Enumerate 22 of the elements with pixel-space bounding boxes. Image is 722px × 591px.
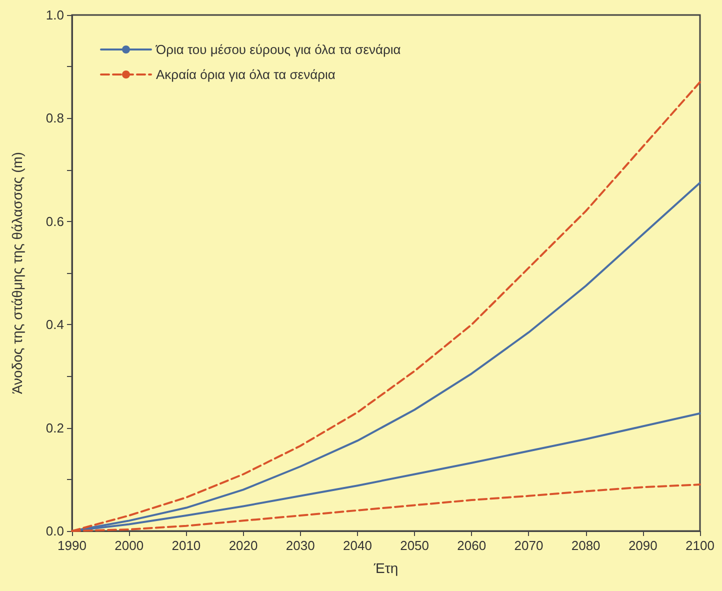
y-tick-label: 0.4 — [46, 317, 64, 332]
x-tick-label: 2000 — [114, 538, 144, 553]
x-tick-label: 2050 — [400, 538, 430, 553]
y-tick-label: 0.2 — [46, 420, 64, 436]
y-tick-label: 0.6 — [46, 214, 64, 229]
x-tick-label: 2030 — [286, 538, 315, 553]
x-tick-label: 2100 — [686, 538, 714, 553]
y-tick-label: 0.0 — [46, 524, 64, 538]
legend-label: Όρια του μέσου εύρους για όλα τα σενάρια — [155, 42, 402, 57]
x-tick-label: 2070 — [514, 538, 544, 553]
x-tick-label: 2080 — [571, 538, 600, 553]
legend-label: Ακραία όρια για όλα τα σενάρια — [156, 67, 336, 82]
x-axis-title: Έτη — [372, 560, 398, 576]
x-tick-label: 2090 — [628, 538, 658, 553]
x-tick-label: 2060 — [457, 538, 486, 553]
x-tick-label: 1990 — [58, 538, 86, 553]
x-tick-label: 2010 — [172, 538, 201, 553]
y-tick-label: 0.8 — [46, 110, 64, 126]
y-tick-label: 1.0 — [46, 8, 64, 22]
x-tick-label: 2020 — [228, 538, 258, 553]
x-tick-label: 2040 — [342, 538, 372, 553]
y-axis-title: Άνοδος της στάθμης της θάλασσας (m) — [9, 152, 25, 394]
